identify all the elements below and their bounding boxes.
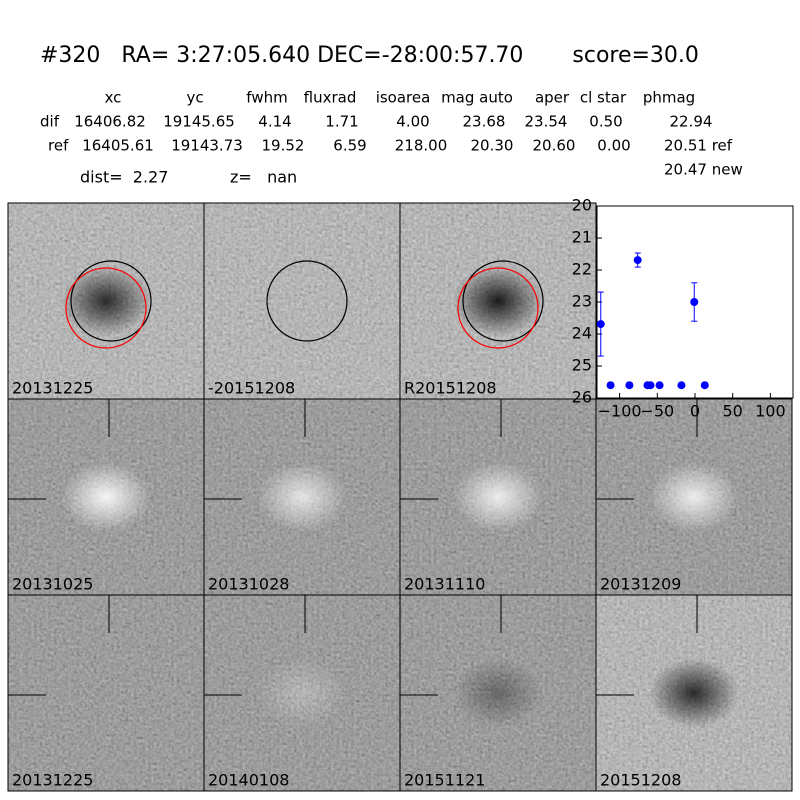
point: [655, 381, 664, 390]
stamp: 20151121: [399, 594, 597, 792]
table-cell: 20.60: [533, 137, 576, 155]
column-header: xc: [105, 89, 122, 107]
column-header: aper: [535, 89, 570, 107]
stamp-label: -20151208: [208, 379, 295, 398]
stamp: 20131225: [7, 594, 205, 792]
x-tick-label: −100: [598, 402, 642, 421]
aperture-ref: [457, 267, 539, 349]
point: [625, 381, 634, 390]
source: [649, 462, 739, 532]
stamp-label: 20131225: [12, 379, 93, 398]
table-cell: 6.59: [333, 137, 366, 155]
table-cell: 1.71: [325, 113, 358, 131]
table-cell: 22.94: [670, 113, 713, 131]
table-cell: 23.54: [525, 113, 568, 131]
column-header: phmag: [643, 89, 695, 107]
column-header: yc: [186, 89, 203, 107]
aperture: [70, 260, 152, 342]
point: [633, 256, 642, 265]
table-cell: 0.50: [589, 113, 622, 131]
stamp-label: R20151208: [404, 379, 497, 398]
table-cell: 16406.82: [74, 113, 146, 131]
column-header: isoarea: [376, 89, 431, 107]
point: [646, 381, 655, 390]
stamp: 20131110: [399, 398, 597, 596]
stamp: 20151208: [595, 594, 793, 792]
column-header: fwhm: [246, 89, 287, 107]
y-tick-label: 22: [572, 260, 592, 279]
table-cell: 4.00: [396, 113, 429, 131]
aperture: [266, 260, 348, 342]
source: [453, 266, 543, 336]
stamp-label: 20151121: [404, 771, 485, 790]
stamp: 20131025: [7, 398, 205, 596]
row-label: dif: [40, 113, 60, 131]
table-cell: 23.68: [463, 113, 506, 131]
table-cell: 19143.73: [171, 137, 243, 155]
stamp-border: [595, 594, 793, 792]
stamp-label: 20140108: [208, 771, 289, 790]
column-header: cl star: [580, 89, 627, 107]
stamp: 20140108: [203, 594, 401, 792]
table-cell: 20.51 ref: [664, 137, 733, 155]
stamp-label: 20131225: [12, 771, 93, 790]
stamp-noise: [204, 203, 400, 399]
stamp-label: 20131025: [12, 575, 93, 594]
source: [257, 658, 347, 728]
aperture: [462, 260, 544, 342]
point: [596, 320, 605, 329]
table-cell: 20.30: [471, 137, 514, 155]
stamp-label: 20131110: [404, 575, 485, 594]
table-cell: 4.14: [258, 113, 291, 131]
redshift: z= nan: [230, 168, 297, 187]
y-tick-label: 24: [572, 324, 592, 343]
y-tick-label: 20: [572, 196, 592, 215]
table-cell: 19145.65: [163, 113, 235, 131]
phmag-new: 20.47 new: [664, 161, 743, 179]
y-tick-label: 26: [572, 388, 592, 407]
table-cell: 0.00: [597, 137, 630, 155]
point: [677, 381, 686, 390]
title: #320 RA= 3:27:05.640 DEC=-28:00:57.70 sc…: [40, 43, 699, 68]
stamp: -20151208: [203, 202, 401, 400]
dist: dist= 2.27: [80, 168, 168, 187]
stamp: 20131209: [595, 398, 793, 596]
stamp: R20151208: [399, 202, 597, 400]
y-tick-label: 23: [572, 292, 592, 311]
y-tick-label: 25: [572, 356, 592, 375]
x-tick-label: 100: [755, 402, 786, 421]
point: [690, 298, 699, 306]
point: [606, 381, 615, 390]
column-header: fluxrad: [304, 89, 357, 107]
source: [453, 462, 543, 532]
stamp: 20131225: [7, 202, 205, 400]
stamp-noise: [8, 595, 204, 791]
source: [257, 462, 347, 532]
source: [61, 462, 151, 532]
stamp-label: 20131028: [208, 575, 289, 594]
y-tick-label: 21: [572, 228, 592, 247]
aperture-ref: [65, 267, 147, 349]
table-cell: 218.00: [395, 137, 448, 155]
stamp: 20131028: [203, 398, 401, 596]
stamp-label: 20151208: [600, 771, 681, 790]
source: [649, 658, 739, 728]
stamp-label: 20131209: [600, 575, 681, 594]
x-tick-label: 50: [723, 402, 743, 421]
point: [700, 381, 709, 390]
source: [453, 658, 543, 728]
x-tick-label: 0: [690, 402, 700, 421]
x-tick-label: −50: [640, 402, 674, 421]
source: [61, 266, 151, 336]
table-cell: 19.52: [262, 137, 305, 155]
row-label: ref: [48, 137, 69, 155]
column-header: mag auto: [441, 89, 513, 107]
table-cell: 16405.61: [82, 137, 154, 155]
